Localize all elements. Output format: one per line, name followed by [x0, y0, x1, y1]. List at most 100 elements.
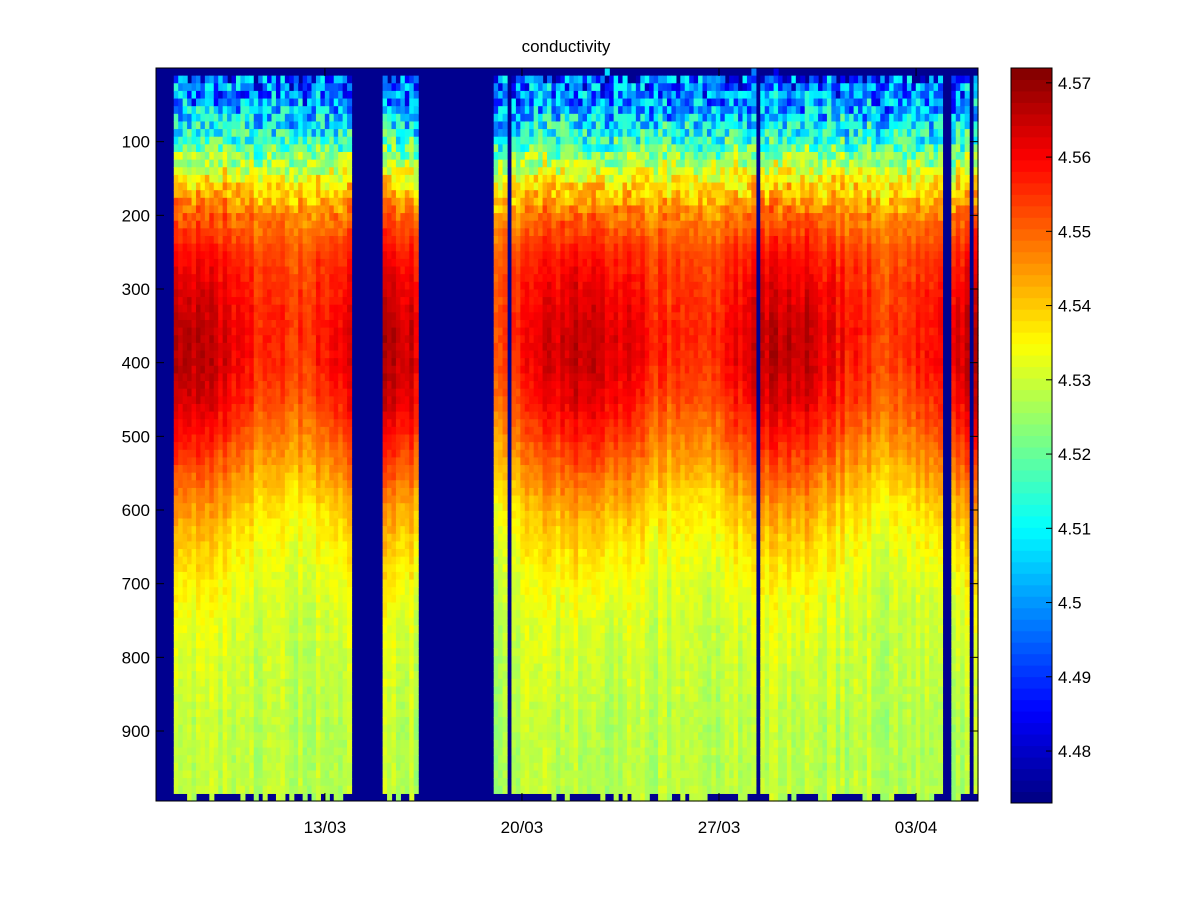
heatmap-cell: [249, 403, 255, 413]
heatmap-cell: [267, 205, 273, 214]
heatmap-cell: [498, 526, 504, 535]
heatmap-cell: [502, 587, 508, 596]
heatmap-cell: [249, 487, 255, 497]
heatmap-cell: [311, 403, 317, 413]
heatmap-cell: [240, 319, 246, 329]
heatmap-cell: [204, 243, 210, 252]
heatmap-cell: [391, 205, 397, 214]
heatmap-cell: [324, 83, 330, 92]
heatmap-cell: [222, 747, 228, 756]
heatmap-cell: [493, 98, 499, 107]
heatmap-cell: [298, 159, 304, 168]
heatmap-cell: [191, 793, 197, 802]
heatmap-cell: [329, 571, 335, 581]
heatmap-cell: [178, 243, 184, 252]
heatmap-cell: [262, 564, 268, 573]
heatmap-cell: [271, 587, 277, 596]
heatmap-cell: [409, 174, 415, 184]
heatmap-cell: [195, 717, 202, 726]
heatmap-cell: [338, 694, 344, 703]
heatmap-cell: [213, 648, 219, 657]
heatmap-cell: [413, 724, 419, 733]
heatmap-cell: [222, 388, 228, 397]
heatmap-cell: [240, 648, 246, 657]
heatmap-cell: [173, 434, 179, 443]
heatmap-cell: [200, 449, 206, 459]
heatmap-cell: [413, 739, 419, 749]
heatmap-cell: [227, 633, 233, 642]
heatmap-cell: [298, 174, 304, 184]
heatmap-cell: [187, 129, 193, 138]
heatmap-cell: [262, 335, 268, 344]
heatmap-cell: [387, 648, 393, 657]
heatmap-cell: [187, 717, 193, 726]
heatmap-cell: [284, 220, 290, 229]
heatmap-cell: [307, 251, 313, 260]
heatmap-cell: [178, 747, 184, 756]
heatmap-cell: [315, 625, 321, 634]
heatmap-cell: [213, 312, 219, 321]
heatmap-cell: [315, 785, 321, 794]
heatmap-cell: [187, 205, 193, 214]
heatmap-cell: [200, 274, 206, 283]
heatmap-cell: [244, 747, 250, 756]
heatmap-cell: [204, 159, 210, 168]
heatmap-cell: [284, 739, 290, 749]
heatmap-cell: [222, 419, 228, 428]
heatmap-cell: [515, 213, 521, 222]
heatmap-cell: [347, 121, 353, 130]
heatmap-cell: [280, 281, 286, 291]
heatmap-cell: [515, 495, 521, 504]
heatmap-cell: [218, 625, 224, 634]
heatmap-cell: [240, 465, 246, 474]
heatmap-cell: [258, 465, 264, 474]
heatmap-cell: [409, 648, 415, 657]
heatmap-cell: [231, 358, 237, 367]
heatmap-cell: [209, 526, 215, 535]
heatmap-cell: [267, 663, 273, 672]
heatmap-cell: [204, 373, 210, 382]
heatmap-cell: [382, 220, 388, 229]
heatmap-cell: [315, 167, 321, 176]
heatmap-cell: [391, 762, 397, 772]
heatmap-cell: [311, 304, 317, 313]
heatmap-cell: [311, 251, 317, 260]
heatmap-cell: [289, 541, 295, 550]
heatmap-cell: [178, 327, 184, 336]
heatmap-cell: [320, 518, 326, 527]
heatmap-cell: [204, 564, 210, 573]
heatmap-cell: [515, 755, 521, 764]
heatmap-cell: [400, 564, 406, 573]
heatmap-cell: [293, 388, 299, 397]
heatmap-cell: [515, 289, 521, 298]
heatmap-cell: [267, 648, 273, 657]
heatmap-cell: [173, 266, 179, 275]
heatmap-cell: [227, 312, 233, 321]
heatmap-cell: [284, 319, 290, 329]
heatmap-cell: [258, 388, 264, 397]
heatmap-cell: [289, 266, 295, 275]
heatmap-cell: [338, 312, 344, 321]
heatmap-cell: [178, 762, 184, 772]
heatmap-cell: [289, 717, 295, 726]
heatmap-cell: [347, 403, 353, 413]
heatmap-cell: [178, 701, 184, 710]
heatmap-cell: [267, 762, 273, 772]
heatmap-cell: [493, 411, 499, 420]
heatmap-cell: [178, 381, 184, 390]
heatmap-cell: [409, 617, 415, 626]
heatmap-cell: [182, 106, 188, 115]
heatmap-cell: [222, 694, 228, 703]
heatmap-cell: [191, 694, 197, 703]
heatmap-cell: [213, 289, 219, 298]
heatmap-cell: [213, 785, 219, 794]
heatmap-cell: [222, 90, 228, 100]
heatmap-cell: [240, 350, 246, 359]
heatmap-cell: [347, 610, 353, 619]
heatmap-cell: [511, 83, 517, 92]
heatmap-cell: [302, 113, 308, 123]
heatmap-cell: [218, 358, 224, 367]
heatmap-cell: [244, 587, 250, 596]
heatmap-cell: [382, 411, 388, 420]
heatmap-cell: [404, 625, 410, 634]
